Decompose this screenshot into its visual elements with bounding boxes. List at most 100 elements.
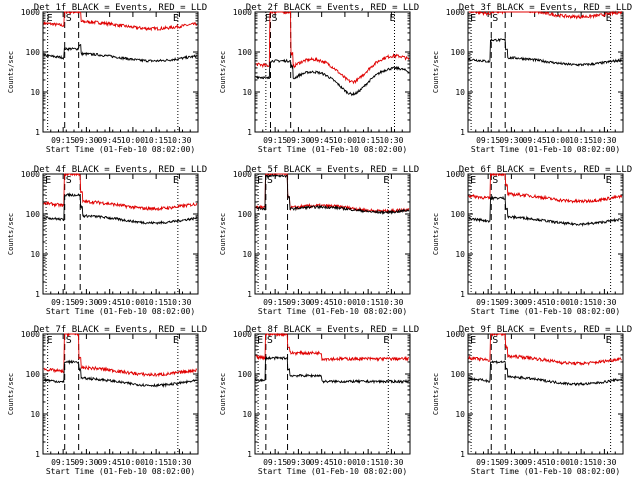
x-tick-label: 09:15 [476,298,500,307]
x-axis-label: Start Time (01-Feb-10 08:02:00) [471,307,620,316]
e-end-marker-label: E [606,335,612,346]
x-axis-label: Start Time (01-Feb-10 08:02:00) [258,467,407,476]
x-tick-label: 09:45 [523,136,547,145]
y-tick-label: 1 [35,450,40,459]
chart-title: Det 3f BLACK = Events, RED = LLD [459,3,632,13]
y-tick-label: 1000 [21,8,40,17]
y-tick-label: 1000 [233,8,252,17]
e-end-marker-label: E [383,175,389,186]
chart-panel: Det 6f BLACK = Events, RED = LLD 1 10 100 10… [432,165,632,316]
y-tick-label: 1000 [446,330,465,339]
e-start-marker-label: E [45,175,51,186]
y-tick-label: 1000 [233,170,252,179]
y-tick-label: 1 [247,290,252,299]
lld-series-line [468,10,623,20]
x-tick-label: 09:30 [74,458,98,467]
y-tick-label: 10 [455,410,465,419]
y-tick-label: 1000 [21,330,40,339]
x-tick-label: 09:45 [98,298,122,307]
chart-title: Det 2f BLACK = Events, RED = LLD [246,3,419,13]
x-tick-label: 10:30 [167,458,191,467]
y-tick-label: 10 [242,410,252,419]
y-tick-label: 100 [238,48,253,57]
y-tick-label: 1 [247,450,252,459]
x-tick-label: 10:00 [546,458,570,467]
chart-panel: Det 4f BLACK = Events, RED = LLD 1 10 100 10… [7,165,207,316]
y-tick-label: 100 [451,48,466,57]
e-end-marker-label: E [383,335,389,346]
x-tick-label: 09:30 [499,298,523,307]
y-tick-label: 100 [26,210,41,219]
chart-title: Det 9f BLACK = Events, RED = LLD [459,325,632,335]
events-series-line [468,195,623,227]
lld-series-line [43,173,198,212]
x-tick-label: 09:45 [310,458,334,467]
y-axis-label: Counts/sec [219,373,227,415]
s-marker-label: S [66,175,72,186]
events-series-line [468,360,623,387]
events-series-line [255,58,410,97]
x-tick-label: 09:45 [98,136,122,145]
x-tick-label: 09:30 [499,458,523,467]
y-tick-label: 1 [35,290,40,299]
events-series-line [255,355,409,385]
x-tick-label: 09:15 [263,298,287,307]
x-tick-label: 09:15 [51,458,75,467]
y-tick-label: 10 [242,250,252,259]
y-axis-label: Counts/sec [432,373,440,415]
events-series-line [43,192,198,226]
plot-frame [42,173,199,295]
y-tick-label: 1000 [446,170,465,179]
e-end-marker-label: E [173,335,179,346]
x-tick-label: 10:15 [356,458,380,467]
e-start-marker-label: E [47,335,53,346]
x-tick-label: 09:30 [74,136,98,145]
s-marker-label: S [66,13,72,24]
x-tick-label: 09:15 [476,136,500,145]
chart-panel: Det 9f BLACK = Events, RED = LLD 1 10 100 10… [432,325,632,476]
x-tick-label: 09:15 [51,298,75,307]
chart-panel: Det 2f BLACK = Events, RED = LLD 1 10 100 10… [219,3,419,154]
s-marker-label: S [267,335,273,346]
lld-series-line [468,332,622,367]
y-tick-label: 10 [242,88,252,97]
y-tick-label: 1000 [21,170,40,179]
plot-frame [254,11,411,133]
e-start-marker-label: E [470,13,476,24]
x-axis-label: Start Time (01-Feb-10 08:02:00) [46,307,195,316]
x-tick-label: 09:45 [98,458,122,467]
chart-panel: Det 1f BLACK = Events, RED = LLD 1 10 100 10… [7,3,207,154]
y-axis-label: Counts/sec [219,213,227,255]
y-tick-label: 100 [451,210,466,219]
x-tick-label: 10:15 [569,298,593,307]
x-tick-label: 10:30 [167,136,191,145]
y-tick-label: 10 [30,410,40,419]
e-end-marker-label: E [390,13,396,24]
events-series-line [43,359,198,388]
x-tick-label: 09:45 [310,136,334,145]
chart-title: Det 4f BLACK = Events, RED = LLD [34,165,207,175]
s-marker-label: S [492,335,498,346]
lld-series-line [468,172,623,204]
x-tick-label: 10:30 [592,458,616,467]
y-axis-label: Counts/sec [7,51,15,93]
x-tick-label: 09:15 [263,136,287,145]
y-tick-label: 100 [26,370,41,379]
x-axis-label: Start Time (01-Feb-10 08:02:00) [258,145,407,154]
e-end-marker-label: E [173,175,179,186]
x-axis-label: Start Time (01-Feb-10 08:02:00) [471,145,620,154]
x-tick-label: 10:15 [569,458,593,467]
y-tick-label: 100 [238,370,253,379]
x-tick-label: 10:00 [333,298,357,307]
x-tick-label: 10:30 [379,136,403,145]
events-series-line [255,174,410,215]
y-tick-label: 1 [460,128,465,137]
x-tick-label: 10:15 [144,458,168,467]
x-tick-label: 10:30 [379,298,403,307]
y-axis-label: Counts/sec [432,51,440,93]
s-marker-label: S [492,13,498,24]
x-tick-label: 09:45 [523,458,547,467]
e-end-marker-label: E [606,175,612,186]
x-tick-label: 10:00 [333,136,357,145]
plot-frame [42,11,199,133]
